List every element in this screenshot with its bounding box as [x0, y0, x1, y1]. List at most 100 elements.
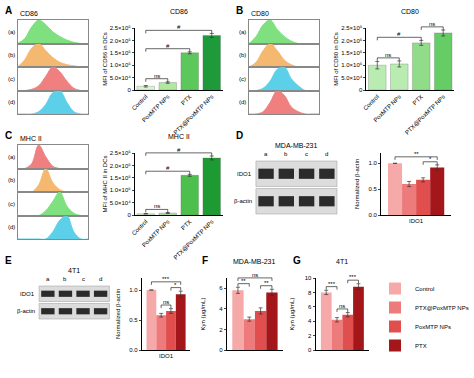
svg-text:1.5×10⁵: 1.5×10⁵: [110, 50, 132, 56]
svg-text:*: *: [429, 156, 432, 162]
svg-text:5.0×10⁴: 5.0×10⁴: [110, 200, 132, 206]
svg-text:IDO1: IDO1: [237, 171, 252, 177]
svg-text:PoxMTP NPs: PoxMTP NPs: [141, 219, 171, 249]
svg-text:PoxMTP NPs: PoxMTP NPs: [141, 94, 171, 124]
svg-text:ns: ns: [385, 52, 391, 58]
svg-text:(a): (a): [239, 29, 246, 35]
svg-text:β-actin: β-actin: [234, 198, 252, 204]
svg-text:D: D: [236, 130, 243, 141]
svg-text:(a): (a): [8, 29, 15, 35]
svg-text:0: 0: [359, 87, 363, 93]
svg-text:MDA-MB-231: MDA-MB-231: [233, 258, 276, 265]
svg-text:1.0×10⁵: 1.0×10⁵: [341, 62, 363, 68]
svg-text:#: #: [397, 31, 401, 37]
svg-text:8: 8: [308, 290, 312, 296]
svg-text:0.0: 0.0: [129, 347, 138, 353]
svg-text:2.0×10⁵: 2.0×10⁵: [110, 38, 132, 44]
svg-text:2: 2: [308, 333, 312, 339]
svg-text:(b): (b): [8, 177, 15, 183]
svg-text:(d): (d): [8, 224, 15, 230]
svg-text:MFI of CD80 in DCs: MFI of CD80 in DCs: [333, 32, 339, 86]
svg-text:2.0×10⁵: 2.0×10⁵: [110, 163, 132, 169]
svg-text:2.5×10⁵: 2.5×10⁵: [110, 25, 132, 31]
svg-text:1.0: 1.0: [129, 287, 138, 293]
svg-text:Control: Control: [362, 94, 380, 112]
svg-text:PTX: PTX: [180, 219, 192, 231]
svg-text:b: b: [284, 151, 288, 157]
svg-text:0.5: 0.5: [369, 186, 378, 192]
svg-text:E: E: [5, 255, 12, 266]
svg-text:(c): (c): [239, 76, 246, 82]
svg-text:PTX: PTX: [180, 94, 192, 106]
svg-text:**: **: [264, 280, 269, 286]
svg-text:1.5×10⁵: 1.5×10⁵: [110, 175, 132, 181]
svg-text:MHC II: MHC II: [20, 135, 42, 142]
svg-text:Control: Control: [131, 219, 149, 237]
svg-text:10: 10: [305, 275, 312, 281]
svg-text:0: 0: [127, 212, 131, 218]
svg-text:Kyn (μg/mL): Kyn (μg/mL): [200, 298, 206, 331]
svg-text:CD86: CD86: [170, 8, 188, 15]
svg-text:CD80: CD80: [251, 10, 269, 17]
svg-text:ns: ns: [163, 299, 169, 305]
svg-text:Normalized β-actin: Normalized β-actin: [115, 289, 121, 339]
svg-text:c: c: [305, 151, 308, 157]
svg-text:PTX: PTX: [415, 343, 427, 349]
svg-text:1.5×10⁵: 1.5×10⁵: [341, 50, 363, 56]
svg-text:*: *: [174, 282, 177, 288]
svg-text:(d): (d): [8, 99, 15, 105]
svg-text:0.0: 0.0: [369, 212, 378, 218]
svg-text:2.5×10⁵: 2.5×10⁵: [341, 25, 363, 31]
svg-text:**: **: [414, 151, 419, 157]
svg-text:***: ***: [162, 276, 170, 282]
svg-text:5.0×10⁴: 5.0×10⁴: [110, 75, 132, 81]
svg-text:c: c: [82, 276, 85, 282]
svg-text:(d): (d): [239, 99, 246, 105]
svg-text:(b): (b): [8, 52, 15, 58]
svg-text:(c): (c): [8, 201, 15, 207]
svg-text:0: 0: [219, 347, 223, 353]
svg-text:CD80: CD80: [401, 8, 419, 15]
svg-text:1.0: 1.0: [369, 160, 378, 166]
svg-text:#: #: [166, 43, 170, 49]
svg-text:a: a: [264, 151, 268, 157]
svg-text:MHC II: MHC II: [168, 133, 190, 140]
svg-text:C: C: [5, 130, 12, 141]
svg-text:1.0×10⁵: 1.0×10⁵: [110, 62, 132, 68]
svg-text:ns: ns: [429, 21, 435, 27]
svg-text:Control: Control: [415, 286, 434, 292]
svg-text:ns: ns: [154, 73, 160, 79]
svg-text:***: ***: [328, 281, 336, 287]
svg-text:Kyn (μg/mL): Kyn (μg/mL): [289, 298, 295, 331]
svg-text:1.0×10⁵: 1.0×10⁵: [110, 187, 132, 193]
svg-text:2.5×10⁵: 2.5×10⁵: [110, 150, 132, 156]
svg-text:a: a: [46, 276, 50, 282]
svg-text:#: #: [166, 165, 170, 171]
svg-text:G: G: [293, 255, 301, 266]
svg-text:CD86: CD86: [20, 10, 38, 17]
svg-text:d: d: [99, 276, 102, 282]
svg-text:0: 0: [127, 87, 131, 93]
svg-text:2.0×10⁵: 2.0×10⁵: [341, 38, 363, 44]
svg-text:IDO1: IDO1: [409, 218, 424, 224]
svg-text:0.5: 0.5: [129, 317, 138, 323]
svg-text:5.0×10⁴: 5.0×10⁴: [341, 75, 363, 81]
svg-text:4: 4: [219, 306, 223, 312]
svg-text:MFI of CD86 in DCs: MFI of CD86 in DCs: [102, 32, 108, 86]
svg-text:PTX@PoxMTP NPs: PTX@PoxMTP NPs: [415, 305, 469, 311]
svg-text:Normalized β-actin: Normalized β-actin: [354, 159, 360, 209]
svg-text:PoxMTP NPs: PoxMTP NPs: [415, 324, 451, 330]
svg-text:4T1: 4T1: [336, 258, 348, 265]
svg-text:IDO1: IDO1: [159, 353, 174, 359]
svg-text:MFI of MHC II in DCs: MFI of MHC II in DCs: [102, 155, 108, 212]
svg-text:#: #: [177, 24, 181, 30]
svg-text:PTX@PoxMTP NPs: PTX@PoxMTP NPs: [172, 219, 214, 261]
svg-text:B: B: [236, 5, 243, 16]
svg-text:4: 4: [308, 318, 312, 324]
svg-text:**: **: [241, 278, 246, 284]
svg-text:PTX: PTX: [412, 94, 424, 106]
svg-text:MDA-MB-231: MDA-MB-231: [275, 142, 318, 149]
svg-text:2: 2: [219, 327, 223, 333]
svg-text:PTX@PoxMTP NPs: PTX@PoxMTP NPs: [404, 94, 446, 136]
svg-text:(b): (b): [239, 52, 246, 58]
